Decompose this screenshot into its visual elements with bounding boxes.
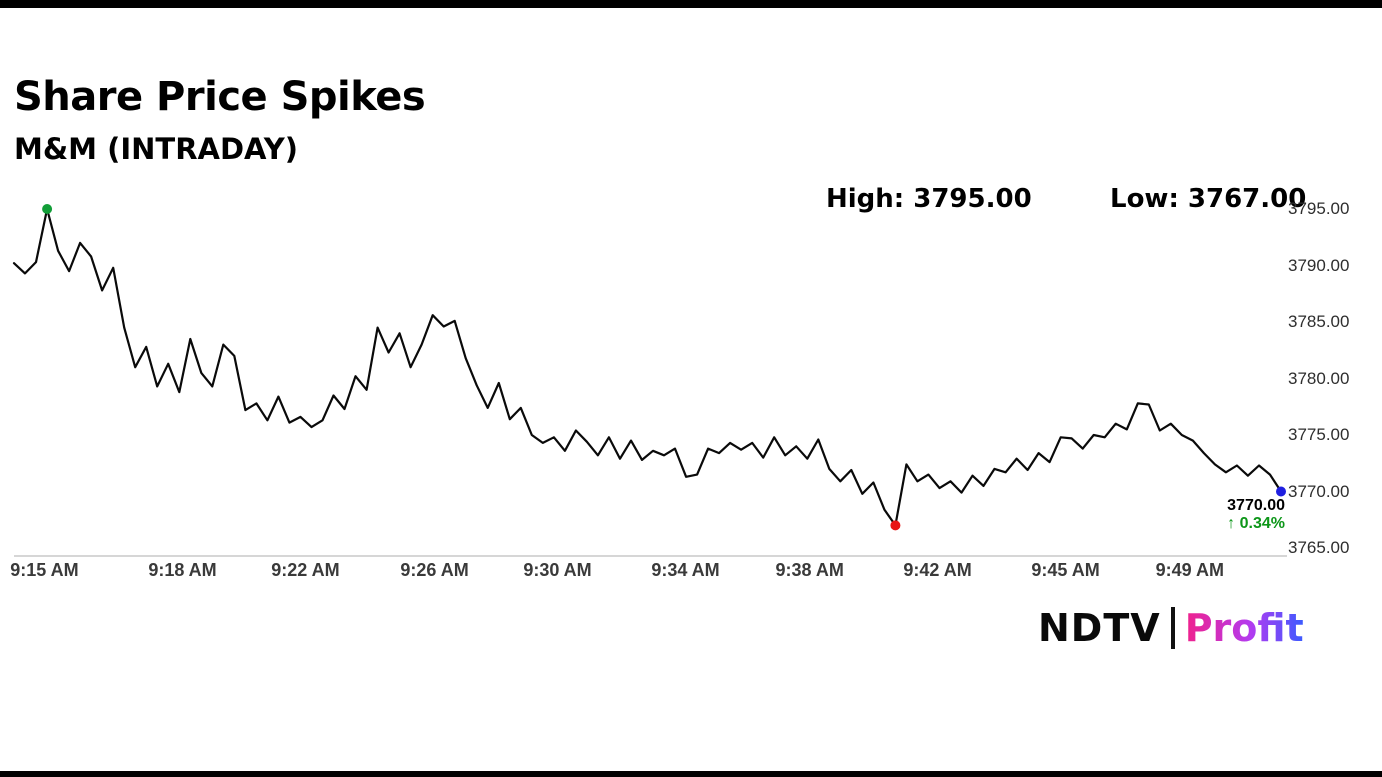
chart-subtitle: M&M (INTRADAY) (14, 132, 298, 166)
x-axis-label: 9:34 AM (651, 560, 720, 580)
ndtv-profit-logo: NDTV Profit (1038, 606, 1304, 650)
y-axis-label: 3765.00 (1288, 538, 1350, 557)
x-axis-label: 9:42 AM (903, 560, 972, 580)
x-axis-label: 9:45 AM (1031, 560, 1100, 580)
low-value-label: Low: 3767.00 (1110, 184, 1307, 214)
price-change-percent: ↑ 0.34% (1227, 515, 1285, 533)
profit-wordmark: Profit (1184, 606, 1304, 650)
last-price-callout: 3770.00 ↑ 0.34% (1227, 497, 1285, 534)
high-value-label: High: 3795.00 (826, 184, 1032, 214)
price-series-line (12, 207, 1283, 527)
bottom-border-bar (0, 771, 1382, 777)
x-axis-label: 9:38 AM (775, 560, 844, 580)
x-axis-label: 9:30 AM (523, 560, 592, 580)
last-price-value: 3770.00 (1227, 497, 1285, 514)
y-axis-label: 3785.00 (1288, 312, 1350, 331)
x-axis-label: 9:18 AM (148, 560, 217, 580)
y-axis-label: 3790.00 (1288, 255, 1350, 275)
y-axis-label: 3770.00 (1288, 481, 1350, 501)
logo-divider (1170, 607, 1175, 649)
x-axis-label: 9:22 AM (271, 560, 340, 580)
x-axis-label: 9:26 AM (400, 560, 469, 580)
chart-title: Share Price Spikes (14, 74, 426, 120)
x-axis-label: 9:49 AM (1155, 560, 1224, 580)
x-axis-label: 9:15 AM (10, 560, 79, 580)
ndtv-wordmark: NDTV (1038, 606, 1161, 650)
last-price-dot (1276, 486, 1286, 497)
session-high-dot (42, 204, 53, 214)
top-border-bar (0, 0, 1382, 8)
y-axis-label: 3795.00 (1288, 199, 1350, 218)
y-axis-label: 3775.00 (1288, 425, 1350, 444)
y-axis-label: 3780.00 (1288, 368, 1350, 388)
session-low-dot (890, 520, 901, 531)
